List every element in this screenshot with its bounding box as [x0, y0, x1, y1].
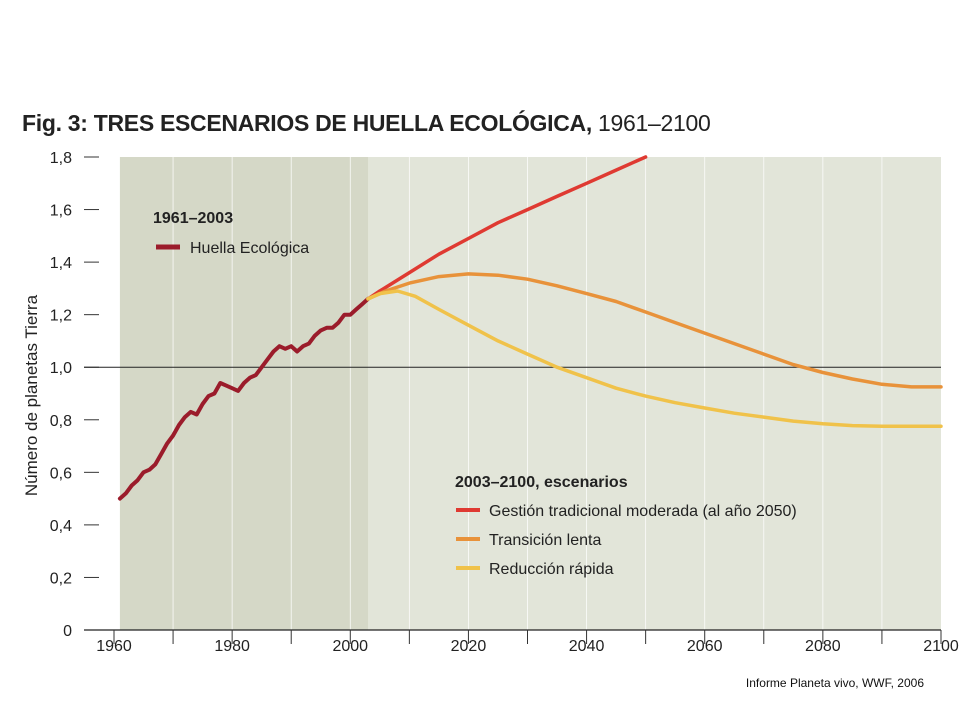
series-line-reduccion: [366, 289, 943, 429]
legend-label-gestion: Gestión tradicional moderada (al año 205…: [489, 503, 797, 520]
series-line-historic: [117, 296, 370, 501]
chart-title: Fig. 3: TRES ESCENARIOS DE HUELLA ECOLÓG…: [22, 110, 711, 137]
title-years: 1961–2100: [598, 110, 711, 136]
x-tick-label: 2060: [687, 638, 723, 655]
title-main: TRES ESCENARIOS DE HUELLA ECOLÓGICA,: [93, 110, 593, 136]
legend-label-transicion: Transición lenta: [489, 532, 601, 549]
x-tick-label: 2080: [805, 638, 841, 655]
y-tick-label: 0,8: [50, 413, 72, 430]
series-line-transicion: [366, 272, 943, 389]
y-tick-label: 0,4: [50, 518, 72, 535]
legend-label-reduccion: Reducción rápida: [489, 561, 614, 578]
y-tick-label: 0,6: [50, 465, 72, 482]
x-tick-label: 1980: [214, 638, 250, 655]
x-tick-label: 2100: [923, 638, 959, 655]
x-tick-label: 2000: [332, 638, 368, 655]
x-tick-label: 2040: [569, 638, 605, 655]
y-tick-label: 1,6: [50, 203, 72, 220]
source-credit: Informe Planeta vivo, WWF, 2006: [745, 676, 924, 690]
series-line-gestion: [366, 155, 648, 301]
y-tick-label: 0: [63, 623, 72, 640]
x-tick-label: 2020: [451, 638, 487, 655]
y-tick-label: 1,2: [50, 308, 72, 325]
y-tick-label: 1,8: [50, 150, 72, 167]
y-tick-label: 1,0: [50, 360, 72, 377]
historic-period-background: [119, 157, 369, 630]
scenario-period-background: [368, 157, 941, 630]
figure-number: Fig. 3:: [22, 110, 88, 136]
y-tick-label: 0,2: [50, 570, 72, 587]
legend-historic-label: Huella Ecológica: [190, 240, 309, 257]
y-tick-label: 1,4: [50, 255, 72, 272]
x-tick-label: 1960: [96, 638, 132, 655]
legend-historic-heading: 1961–2003: [153, 210, 233, 227]
y-axis-label: Número de planetas Tierra: [22, 294, 41, 496]
legend-scenarios-heading: 2003–2100, escenarios: [455, 474, 628, 491]
